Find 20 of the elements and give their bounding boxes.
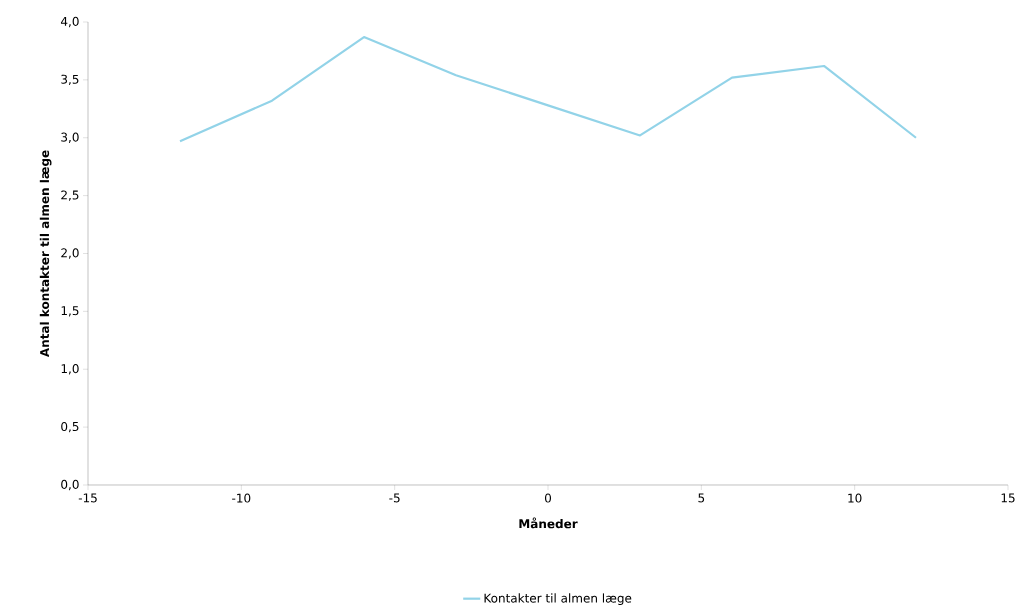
y-tick-label: 0,5 [61,421,79,433]
y-tick-label: 1,0 [61,364,79,375]
x-tick-label: -15 [78,493,97,503]
x-tick-label: 5 [698,493,705,503]
legend-label: Kontakter til almen læge [484,593,632,605]
y-tick-label: 2,5 [61,190,79,201]
y-tick-label: 4,0 [60,16,79,28]
x-tick-label: 10 [848,493,862,503]
x-tick-label: 0 [544,493,552,503]
x-tick-label: -5 [389,493,400,503]
line-series [178,35,918,143]
y-tick-label: 0,0 [61,479,79,491]
x-tick-label: 15 [1001,493,1015,503]
x-axis-title: Måneder [519,517,578,529]
y-axis-title: Antal kontakter til almen læge [39,150,52,358]
y-tick-label: 3,0 [61,132,79,143]
y-tick-label: 3,5 [61,74,79,86]
y-tick-label: 2,0 [61,248,79,259]
y-tick-label: 1,5 [61,306,79,317]
x-tick-label: -10 [232,493,251,503]
